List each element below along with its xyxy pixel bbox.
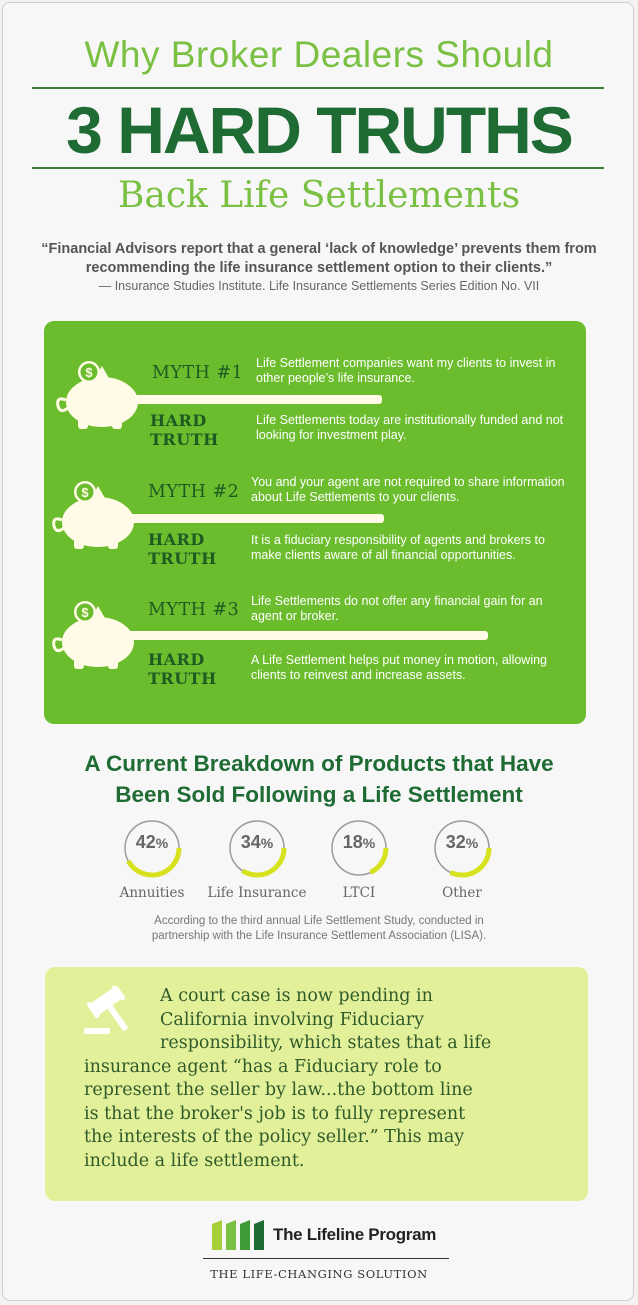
myth-text: You and your agent are not required to s… (251, 475, 565, 504)
donut-ring (329, 818, 389, 878)
myth-text: Life Settlement companies want my client… (256, 356, 556, 385)
donut-unit: % (362, 835, 376, 851)
headline-bottom: Back Life Settlements (117, 175, 521, 216)
donut-value: 32% (432, 832, 492, 853)
donut-number: 32 (445, 832, 466, 852)
headline-main: 3 HARD TRUTHS (66, 93, 574, 167)
donut-ring (432, 818, 492, 878)
donut-label: LTCI (342, 885, 376, 901)
headline-rule-top (32, 87, 604, 89)
court-case-panel (45, 967, 588, 1201)
brand-tagline: THE LIFE-CHANGING SOLUTION (210, 1267, 428, 1281)
court-line-7: the interests of the policy seller.” Thi… (84, 1127, 465, 1147)
myth-label: MYTH #3 (148, 600, 240, 620)
donut-1: 34% (227, 818, 287, 878)
myth-divider-bar (118, 631, 488, 640)
headline-rule-bottom (32, 167, 604, 169)
court-line-4: insurance agent “has a Fiduciary role to (84, 1056, 442, 1077)
court-line-6: is that the broker's job is to fully rep… (84, 1103, 466, 1124)
court-line-2: California involving Fiduciary (160, 1009, 424, 1030)
hard-truth-text: It is a fiduciary responsibility of agen… (251, 533, 545, 562)
svg-text:$: $ (81, 605, 89, 620)
breakdown-title: A Current Breakdown of Products that Hav… (84, 751, 554, 807)
court-line-5: represent the seller by law...the bottom… (84, 1080, 473, 1100)
hard-truth-label: HARD TRUTH (148, 650, 217, 688)
donut-number: 18 (342, 832, 363, 852)
donut-ring (227, 818, 287, 878)
gavel-icon (84, 986, 128, 1034)
myth-divider-bar (120, 395, 382, 404)
myth-label: MYTH #2 (148, 482, 240, 502)
donut-arc (227, 818, 287, 878)
donut-label: Annuities (119, 885, 185, 901)
donut-3: 32% (432, 818, 492, 878)
hard-truth-text: A Life Settlement helps put money in mot… (251, 653, 548, 682)
court-line-8: include a life settlement. (84, 1150, 305, 1171)
lifeline-logo-icon (212, 1220, 264, 1250)
donut-value: 34% (227, 832, 287, 853)
donut-unit: % (260, 835, 274, 851)
hard-truth-label: HARD TRUTH (150, 411, 219, 449)
court-line-1: A court case is now pending in (160, 986, 433, 1006)
donut-value: 18% (329, 832, 389, 853)
hard-truth-label: HARD TRUTH (148, 530, 217, 568)
myth-text: Life Settlements do not offer any financ… (251, 594, 543, 623)
donut-2: 18% (329, 818, 389, 878)
myth-divider-bar (118, 514, 384, 523)
hard-truth-text: Life Settlements today are institutional… (256, 413, 564, 442)
myth-label: MYTH #1 (152, 363, 244, 383)
donut-arc (329, 818, 389, 878)
svg-text:$: $ (85, 365, 93, 380)
svg-text:$: $ (81, 485, 89, 500)
study-source: According to the third annual Life Settl… (151, 915, 487, 942)
donut-number: 42 (135, 832, 156, 852)
advisor-quote: “Financial Advisors report that a genera… (41, 241, 597, 276)
piggy-bank-icon: $ (52, 481, 134, 549)
piggy-bank-icon: $ (56, 361, 138, 429)
donut-arc (432, 818, 492, 878)
piggy-bank-icon: $ (52, 601, 134, 669)
donut-unit: % (155, 835, 169, 851)
quote-citation: — Insurance Studies Institute. Life Insu… (98, 279, 540, 293)
donut-number: 34 (240, 832, 261, 852)
headline-top: Why Broker Dealers Should (84, 34, 554, 75)
donut-label: Other (442, 885, 482, 901)
donut-arc (122, 818, 182, 878)
donut-unit: % (465, 835, 479, 851)
donut-0: 42% (122, 818, 182, 878)
court-line-3: responsibility, which states that a life (160, 1033, 492, 1053)
donut-value: 42% (122, 832, 182, 853)
donut-ring (122, 818, 182, 878)
footer-divider (203, 1258, 449, 1259)
donut-label: Life Insurance (207, 885, 307, 901)
brand-name: The Lifeline Program (273, 1225, 437, 1244)
